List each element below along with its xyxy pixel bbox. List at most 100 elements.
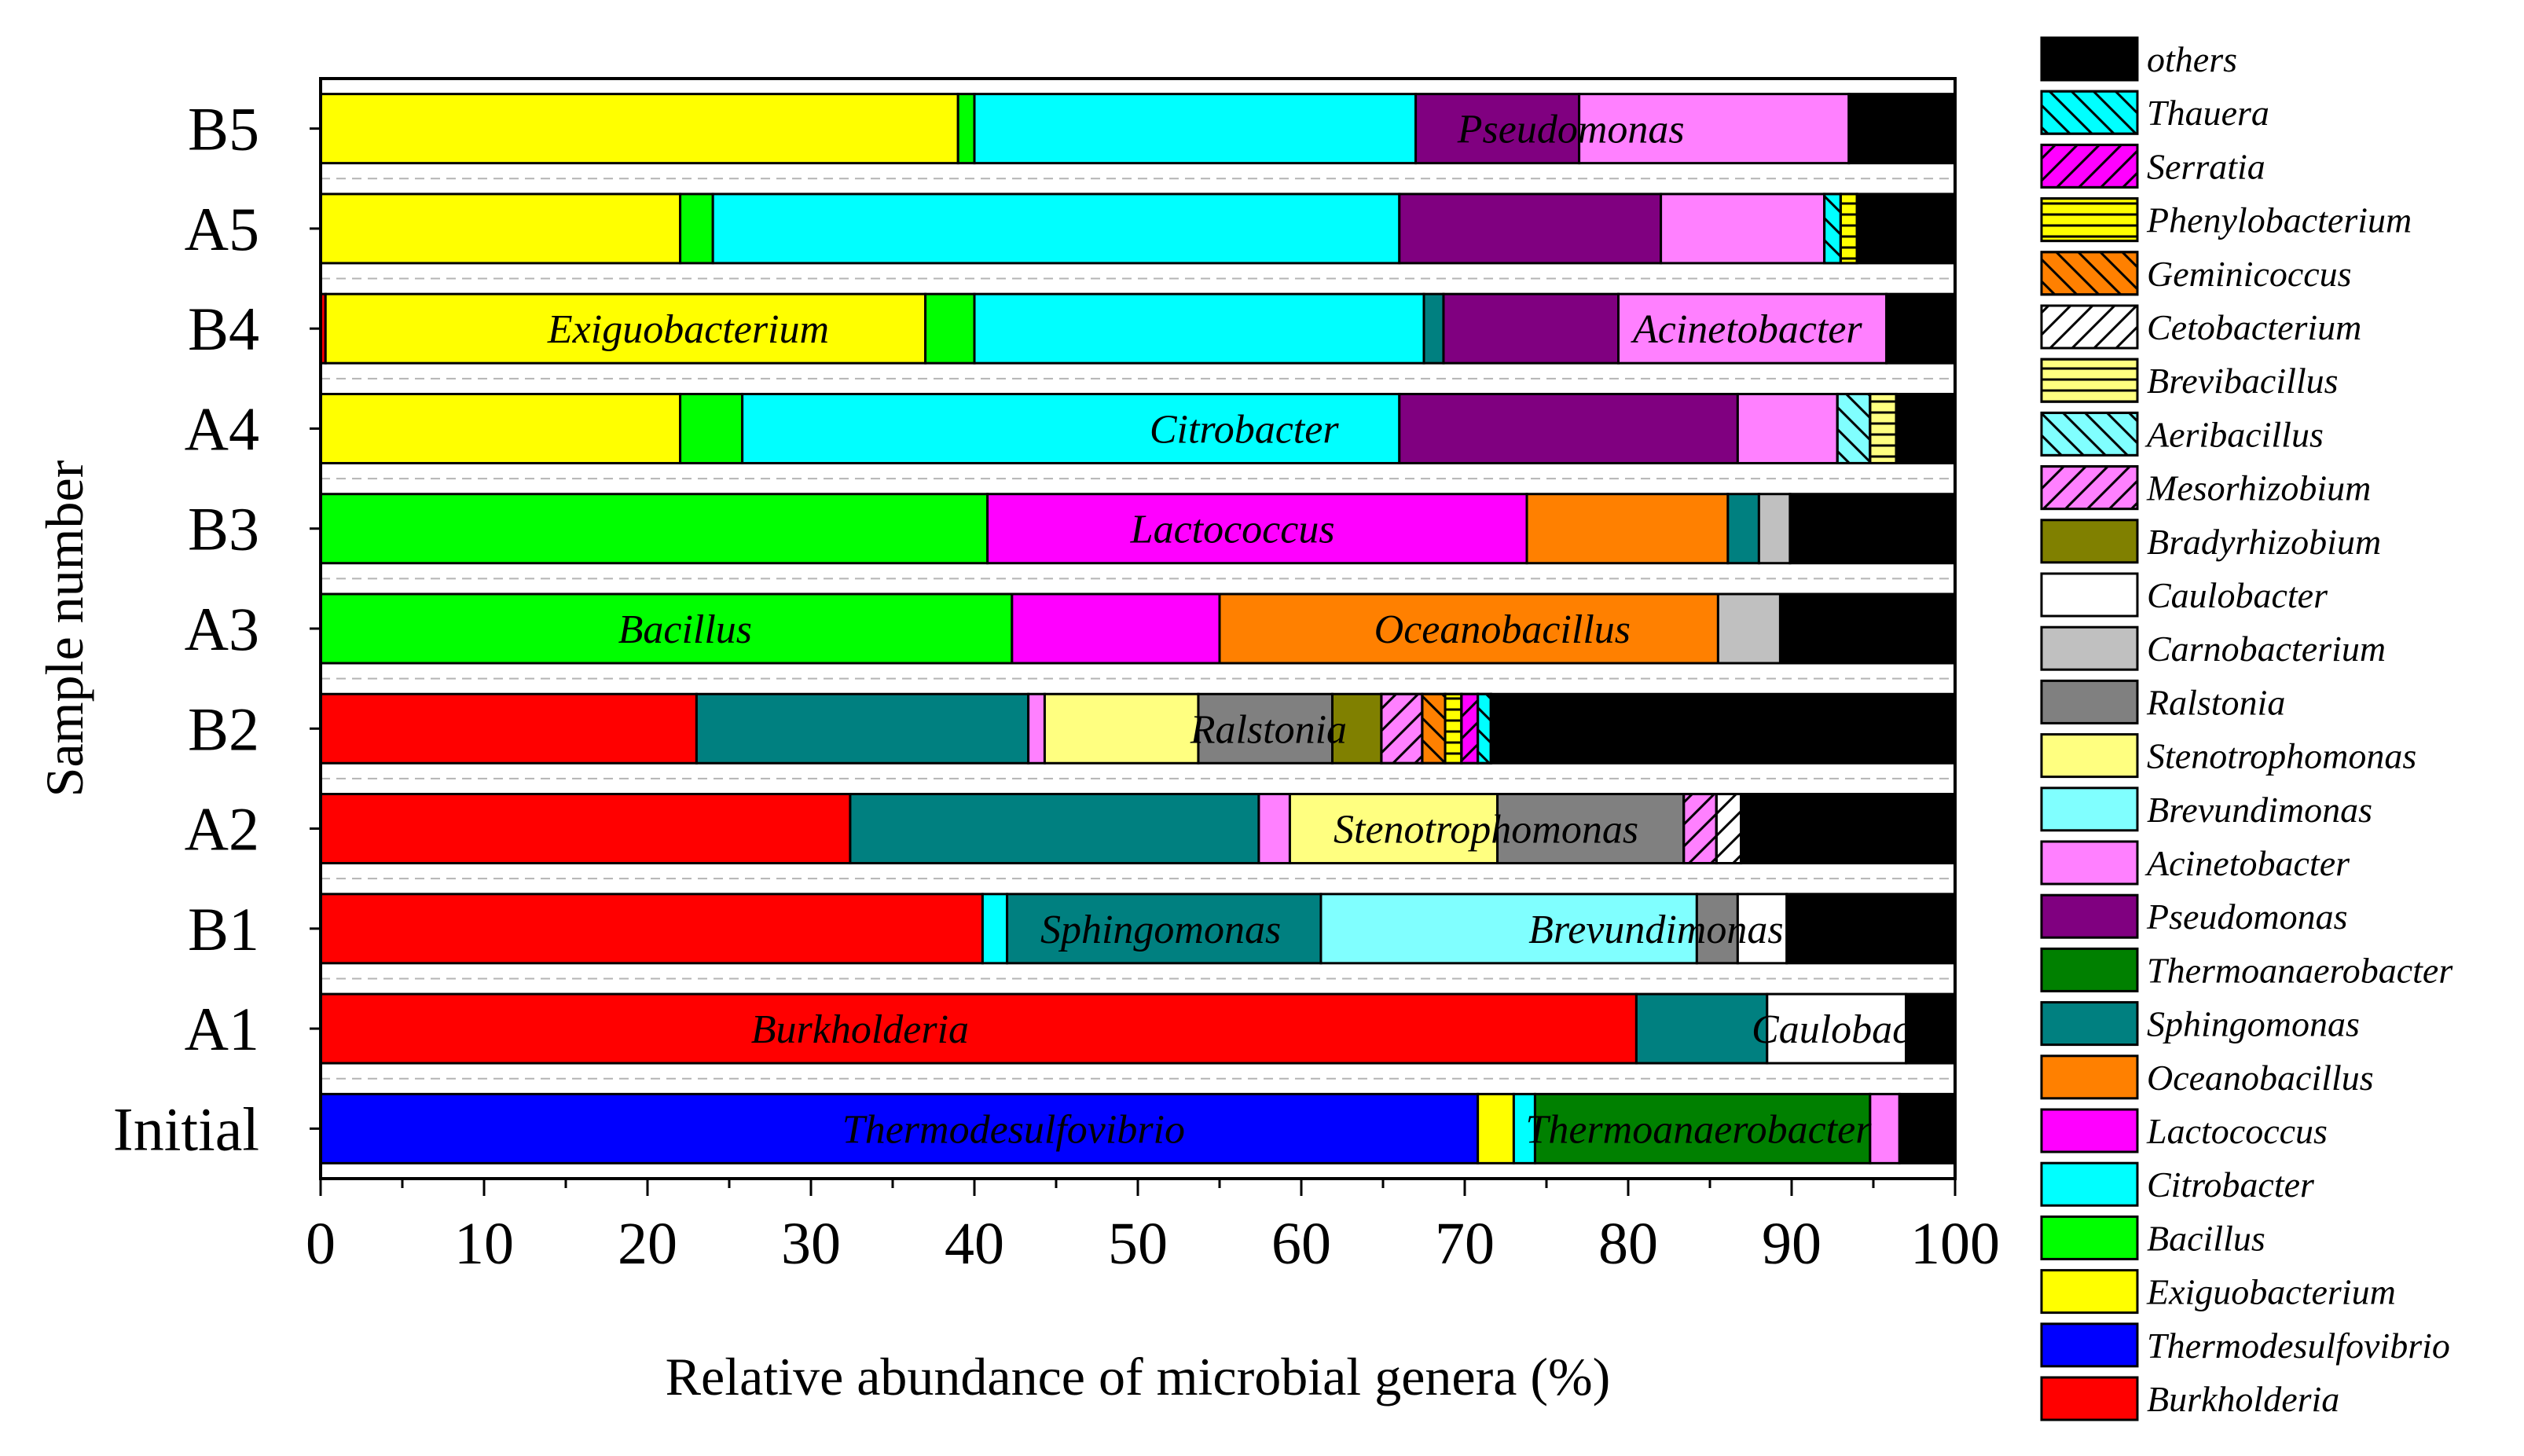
legend-swatch-sphingomonas bbox=[2040, 1001, 2139, 1047]
bar-segment-a2-acinetobacter bbox=[1257, 793, 1291, 865]
legend-swatch-others bbox=[2040, 36, 2139, 82]
x-tick-label-40: 40 bbox=[945, 1211, 1004, 1277]
legend-swatch-mesorhizobium-hatch bbox=[2040, 465, 2139, 511]
bar-segment-b2-phenylobacterium-hatch bbox=[1444, 692, 1463, 765]
bar-segment-a2-sphingomonas bbox=[849, 793, 1260, 865]
legend-label-geminicoccus: Geminicoccus bbox=[2147, 254, 2352, 294]
bar-segment-b5-others bbox=[1847, 93, 1957, 165]
bar-segment-b3-carnobacterium bbox=[1757, 493, 1792, 565]
legend-label-bacillus: Bacillus bbox=[2147, 1218, 2265, 1258]
legend-label-cetobacterium: Cetobacterium bbox=[2147, 307, 2361, 347]
bar-label-lactococcus: Lactococcus bbox=[1130, 508, 1335, 552]
legend-label-exiguobacterium: Exiguobacterium bbox=[2146, 1272, 2396, 1312]
legend-swatch-brevundimonas bbox=[2040, 787, 2139, 832]
legend-swatch-geminicoccus-hatch bbox=[2040, 251, 2139, 296]
bar-segment-b4-acinetobacter bbox=[1617, 292, 1888, 365]
legend-swatch-stenotrophomonas bbox=[2040, 733, 2139, 779]
y-tick-label-initial: Initial bbox=[113, 1095, 259, 1163]
legend-label-phenylobacterium: Phenylobacterium bbox=[2146, 200, 2412, 240]
bar-segment-a4-others bbox=[1895, 392, 1957, 464]
bar-label-bacillus: Bacillus bbox=[618, 607, 752, 652]
bar-segment-a5-others bbox=[1855, 193, 1957, 265]
legend-swatch-burkholderia bbox=[2040, 1376, 2139, 1421]
legend-label-serratia: Serratia bbox=[2147, 146, 2265, 186]
bar-segment-b1-citrobacter bbox=[981, 893, 1009, 965]
legend-label-burkholderia: Burkholderia bbox=[2147, 1379, 2339, 1419]
bar-segment-b3-oceanobacillus bbox=[1525, 493, 1730, 565]
bar-segment-b5-bacillus bbox=[956, 93, 976, 165]
y-tick-label-b2: B2 bbox=[188, 695, 259, 763]
bar-label-acinetobacter: Acinetobacter bbox=[1631, 307, 1862, 352]
bar-segment-initial-thermodesulfovibrio bbox=[319, 1092, 1480, 1164]
legend-label-others: others bbox=[2147, 39, 2237, 79]
y-tick-label-b1: B1 bbox=[188, 895, 259, 963]
bar-segment-b2-sphingomonas bbox=[695, 692, 1030, 765]
bar-segment-b4-pseudomonas bbox=[1442, 292, 1620, 365]
bar-segment-a4-bacillus bbox=[679, 392, 744, 464]
legend-swatch-bradyrhizobium bbox=[2040, 519, 2139, 564]
bar-segment-a3-others bbox=[1778, 592, 1957, 665]
bar-segment-a4-brevibacillus-hatch bbox=[1869, 392, 1898, 464]
bar-segment-a2-mesorhizobium-hatch bbox=[1682, 793, 1718, 865]
bar-segment-b4-exiguobacterium bbox=[324, 292, 927, 365]
bar-segment-b2-others bbox=[1489, 692, 1957, 765]
y-tick-label-b3: B3 bbox=[188, 495, 259, 563]
bar-segment-b5-acinetobacter bbox=[1578, 93, 1851, 165]
bar-label-thermoanaerobacter: Thermoanaerobacter bbox=[1525, 1107, 1872, 1152]
bar-segment-b2-stenotrophomonas bbox=[1043, 692, 1200, 765]
bar-segment-b1-sphingomonas bbox=[1006, 893, 1323, 965]
y-tick-label-a1: A1 bbox=[185, 995, 259, 1063]
bar-label-exiguobacterium: Exiguobacterium bbox=[547, 307, 829, 352]
bar-segment-b1-burkholderia bbox=[319, 893, 984, 965]
bar-segment-initial-exiguobacterium bbox=[1477, 1092, 1515, 1164]
legend-label-thauera: Thauera bbox=[2147, 93, 2269, 133]
bar-segment-a5-thauera-hatch bbox=[1823, 193, 1842, 265]
bar-segment-b2-geminicoccus-hatch bbox=[1421, 692, 1447, 765]
bar-segment-b2-serratia-hatch bbox=[1460, 692, 1480, 765]
bar-segment-a1-others bbox=[1905, 992, 1957, 1065]
legend-label-caulobacter: Caulobacter bbox=[2147, 575, 2328, 615]
bar-segment-b4-citrobacter bbox=[973, 292, 1425, 365]
bar-label-pseudomonas: Pseudomonas bbox=[1457, 108, 1685, 152]
legend-swatch-cetobacterium-hatch bbox=[2040, 304, 2139, 350]
bar-segment-a3-bacillus bbox=[319, 592, 1014, 665]
bar-label-ralstonia: Ralstonia bbox=[1190, 707, 1347, 752]
bar-segment-b3-sphingomonas bbox=[1726, 493, 1760, 565]
legend-label-aeribacillus: Aeribacillus bbox=[2144, 414, 2324, 454]
legend-swatch-exiguobacterium bbox=[2040, 1269, 2139, 1315]
legend-label-brevibacillus: Brevibacillus bbox=[2147, 361, 2339, 401]
legend-swatch-citrobacter bbox=[2040, 1161, 2139, 1207]
bar-label-brevundimonas: Brevundimonas bbox=[1528, 908, 1783, 952]
x-tick-label-70: 70 bbox=[1435, 1211, 1495, 1277]
bar-segment-a2-others bbox=[1740, 793, 1957, 865]
y-axis-title: Sample number bbox=[35, 460, 94, 797]
bar-segment-b2-thauera-hatch bbox=[1477, 692, 1492, 765]
bar-segment-a2-cetobacterium-hatch bbox=[1715, 793, 1743, 865]
y-tick-label-b4: B4 bbox=[188, 295, 259, 363]
bar-segment-a1-burkholderia bbox=[319, 992, 1638, 1065]
bar-label-burkholderia: Burkholderia bbox=[751, 1007, 969, 1052]
legend-swatch-caulobacter bbox=[2040, 572, 2139, 618]
legend-label-sphingomonas: Sphingomonas bbox=[2147, 1004, 2360, 1044]
legend-swatch-thauera-hatch bbox=[2040, 90, 2139, 135]
bar-segment-a1-caulobacter bbox=[1766, 992, 1908, 1065]
legend-swatch-phenylobacterium-hatch bbox=[2040, 197, 2139, 243]
bar-label-citrobacter: Citrobacter bbox=[1150, 407, 1339, 452]
y-tick-label-a4: A4 bbox=[185, 394, 259, 463]
bar-segment-a4-aeribacillus-hatch bbox=[1836, 392, 1872, 464]
bar-segment-a3-oceanobacillus bbox=[1218, 592, 1719, 665]
legend-label-lactococcus: Lactococcus bbox=[2146, 1111, 2328, 1151]
legend-swatch-pseudomonas bbox=[2040, 893, 2139, 939]
legend-label-mesorhizobium: Mesorhizobium bbox=[2146, 468, 2371, 508]
legend-label-stenotrophomonas: Stenotrophomonas bbox=[2147, 736, 2416, 776]
bar-label-thermodesulfovibrio: Thermodesulfovibrio bbox=[842, 1107, 1185, 1152]
bar-segment-a5-phenylobacterium-hatch bbox=[1839, 193, 1858, 265]
bar-segment-b2-mesorhizobium-hatch bbox=[1380, 692, 1424, 765]
bar-segment-a5-pseudomonas bbox=[1398, 193, 1663, 265]
legend-label-carnobacterium: Carnobacterium bbox=[2147, 629, 2386, 669]
legend-label-acinetobacter: Acinetobacter bbox=[2144, 843, 2350, 883]
x-tick-label-30: 30 bbox=[781, 1211, 841, 1277]
bar-segment-a1-sphingomonas bbox=[1634, 992, 1769, 1065]
legend-swatch-oceanobacillus bbox=[2040, 1054, 2139, 1100]
